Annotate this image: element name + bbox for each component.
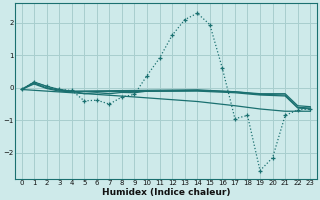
X-axis label: Humidex (Indice chaleur): Humidex (Indice chaleur) bbox=[102, 188, 230, 197]
